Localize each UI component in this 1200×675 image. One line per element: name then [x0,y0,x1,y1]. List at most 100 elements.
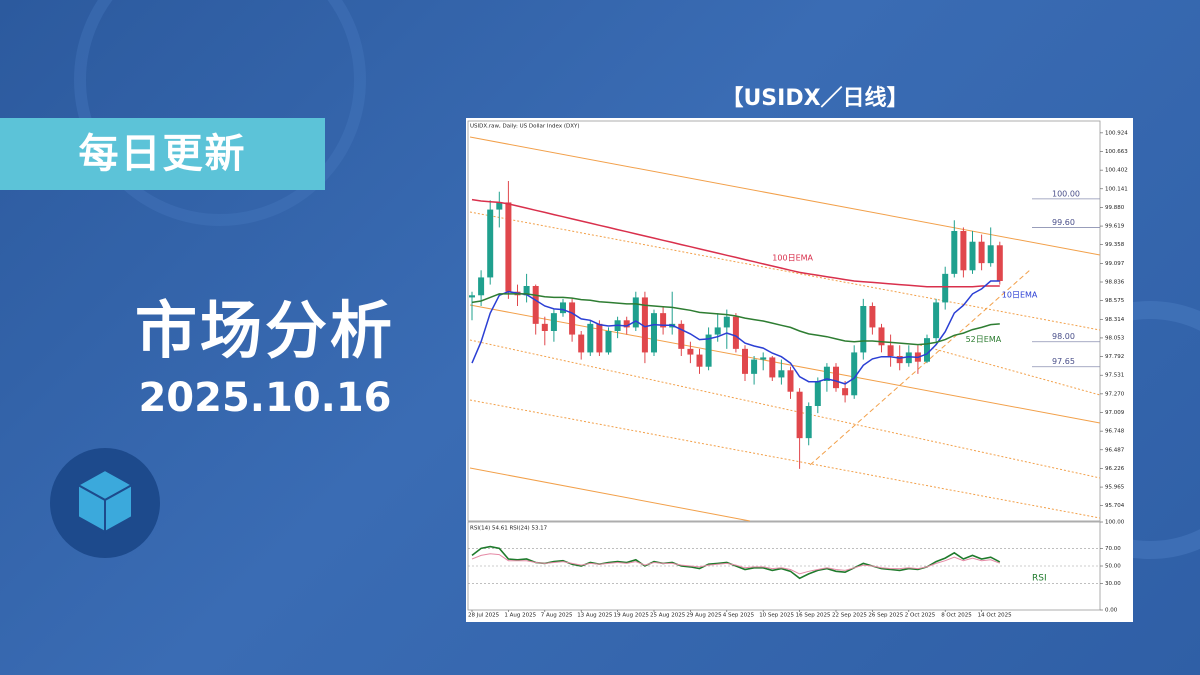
candle-body [851,352,858,396]
candle-body [842,388,849,396]
y-tick-label: 99.880 [1105,205,1125,211]
level-label: 97.65 [1052,357,1075,366]
candle-body [496,202,503,210]
candle-body [687,348,694,355]
candle-body [696,354,703,367]
ema-label: 52日EMA [966,335,1002,344]
rsi-tick-label: 70.00 [1105,546,1121,552]
candle-body [833,366,839,389]
x-tick-label: 1 Aug 2025 [504,613,536,619]
candle-body [641,297,648,353]
headline: 市场分析 [134,294,395,367]
candle-body [632,297,639,328]
candle-body [523,286,530,296]
candle-body [933,302,940,339]
candle-body [823,366,830,381]
candle-body [960,231,967,271]
candle-body [605,331,612,353]
candle-body [869,306,876,328]
y-tick-label: 100.402 [1105,168,1128,174]
y-tick-label: 96.226 [1105,466,1125,472]
candle-body [814,381,821,406]
candle-body [860,306,867,353]
candle-body [705,334,712,367]
candle-body [478,277,485,296]
ema-line [471,280,1000,385]
x-tick-label: 26 Sep 2025 [868,613,903,619]
tag: 每日更新 [0,118,325,190]
y-tick-label: 97.531 [1105,373,1124,379]
x-tick-label: 4 Sep 2025 [723,613,755,619]
candle-body [769,357,776,378]
rsi-line [471,553,1000,575]
candle-body [587,323,594,353]
rsi-tick-label: 100.00 [1105,520,1125,526]
candle-body [878,327,885,346]
candle-body [578,334,585,353]
candle-body [924,338,930,362]
date: 2025.10.16 [138,375,392,421]
candle-body [996,245,1003,281]
y-tick-label: 100.924 [1105,130,1128,136]
candle-body [569,302,576,335]
candle-body [905,352,912,364]
y-tick-label: 99.358 [1105,242,1125,248]
candle-body [887,345,894,356]
candle-body [505,202,512,292]
rsi-label: RSI [1032,574,1047,584]
candle-body [987,245,994,264]
x-tick-label: 29 Aug 2025 [686,613,722,619]
y-tick-label: 98.575 [1105,298,1125,304]
y-tick-label: 95.704 [1105,503,1125,509]
x-tick-label: 10 Sep 2025 [759,613,794,619]
x-tick-label: 7 Aug 2025 [541,613,573,619]
candle-body [942,273,949,303]
x-tick-label: 16 Sep 2025 [796,613,831,619]
chart-subtitle: USIDX.raw, Daily: US Dollar Index (DXY) [470,124,579,130]
candle-body [596,323,603,353]
candle-body [560,302,566,314]
level-label: 100.00 [1052,189,1080,198]
y-tick-label: 99.619 [1105,224,1125,230]
candle-body [487,209,494,278]
candle-body [760,357,767,360]
candle-body [951,231,958,274]
x-tick-label: 8 Oct 2025 [941,613,972,619]
main-plot [467,120,1101,522]
chart-frame [466,118,1133,622]
x-tick-label: 25 Aug 2025 [650,613,686,619]
x-tick-label: 2 Oct 2025 [905,613,936,619]
candle-body [623,320,630,328]
y-tick-label: 99.097 [1105,261,1125,267]
candle-body [732,316,739,349]
x-tick-label: 14 Oct 2025 [978,613,1013,619]
candle-body [805,406,812,439]
candle-body [469,295,475,298]
y-tick-label: 98.314 [1105,317,1125,323]
level-label: 98.00 [1052,332,1075,341]
ema-line [471,293,1000,346]
candle-body [751,359,758,374]
x-tick-label: 28 Jul 2025 [468,613,500,619]
rsi-header: RSI(14) 54.61 RSI(24) 53.17 [470,526,548,532]
y-tick-label: 98.053 [1105,335,1125,341]
ema-label: 100日EMA [772,254,813,263]
y-tick-label: 96.487 [1105,447,1125,453]
candle-body [651,313,657,353]
rsi-tick-label: 30.00 [1105,581,1121,587]
candle-body [778,370,785,378]
candle-body [723,316,730,328]
x-tick-label: 13 Aug 2025 [577,613,613,619]
y-tick-label: 97.009 [1105,410,1125,416]
rsi-tick-label: 0.00 [1105,608,1118,614]
ema-line [471,198,1000,288]
candle-body [796,391,803,439]
y-tick-label: 97.792 [1105,354,1124,360]
y-tick-label: 98.836 [1105,280,1125,286]
chart-title: 【USIDX／日线】 [721,86,909,111]
candle-body [978,241,985,264]
candle-body [742,348,748,374]
candle-body [541,323,548,331]
